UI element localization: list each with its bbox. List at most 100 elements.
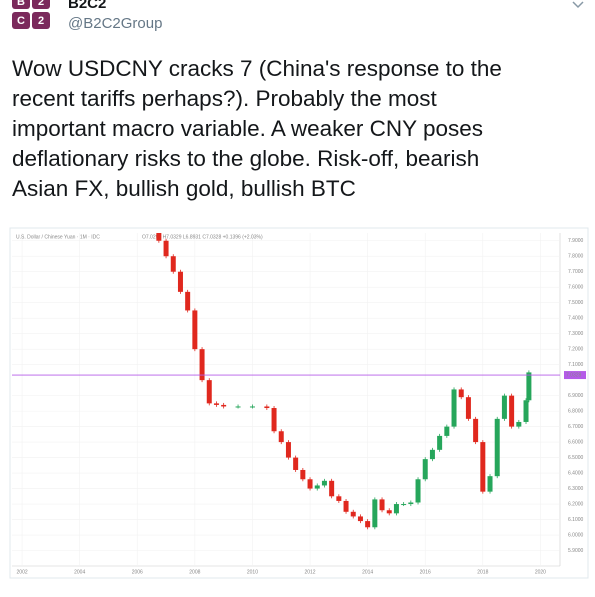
x-tick-label: 2020 — [535, 569, 546, 575]
x-tick-label: 2012 — [304, 569, 315, 575]
candle-body — [357, 516, 363, 522]
tweet-line: important macro variable. A weaker CNY p… — [12, 116, 483, 141]
menu-chevron[interactable] — [572, 1, 584, 9]
y-tick-label: 7.9000 — [568, 238, 584, 244]
y-tick-label: 7.6000 — [568, 285, 584, 291]
candle-body — [393, 504, 399, 514]
tweet-line: Wow USDCNY cracks 7 (China's response to… — [12, 56, 502, 81]
y-tick-label: 6.3000 — [568, 486, 584, 492]
tweet-text: Wow USDCNY cracks 7 (China's response to… — [12, 56, 502, 201]
candle-body — [314, 485, 320, 489]
y-tick-label: 6.4000 — [568, 470, 584, 476]
avatar-tile — [12, 12, 30, 29]
candle-body — [516, 421, 522, 427]
candle-body — [206, 380, 212, 404]
chart-title: U.S. Dollar / Chinese Yuan · 1M · IDC — [16, 234, 100, 240]
candle-body — [523, 400, 529, 422]
candle-body — [501, 395, 507, 419]
candle-body — [480, 442, 486, 492]
candle-body — [473, 418, 479, 443]
handle[interactable]: @B2C2Group — [68, 15, 162, 32]
avatar-tile — [12, 0, 30, 9]
avatar-letter: 2 — [38, 15, 44, 27]
candle-body — [526, 372, 532, 401]
y-tick-label: 7.4000 — [568, 316, 584, 322]
candle-body — [451, 389, 457, 427]
tweet-line: Asian FX, bullish gold, bullish BTC — [12, 176, 356, 201]
x-tick-label: 2006 — [132, 569, 143, 575]
candle-body — [401, 504, 407, 506]
x-tick-label: 2008 — [189, 569, 200, 575]
candle-body — [329, 480, 335, 497]
y-tick-label: 6.7000 — [568, 424, 584, 430]
y-tick-label: 7.8000 — [568, 254, 584, 260]
x-tick-label: 2004 — [74, 569, 85, 575]
tweet-line: recent tariffs perhaps?). Probably the m… — [12, 86, 438, 111]
candle-body — [192, 310, 198, 350]
avatar-tile — [32, 12, 50, 29]
avatar[interactable]: B 2 C 2 — [12, 0, 50, 29]
candle-body — [278, 431, 284, 443]
y-tick-label: 7.3000 — [568, 331, 584, 337]
candle-body — [307, 479, 313, 489]
x-tick-label: 2002 — [17, 569, 28, 575]
y-tick-label: 6.9000 — [568, 393, 584, 399]
y-tick-label: 6.8000 — [568, 408, 584, 414]
candle-body — [437, 435, 443, 450]
candle-body — [429, 449, 435, 460]
candle-body — [285, 442, 291, 458]
candle-body — [343, 500, 349, 512]
candle-body — [465, 397, 471, 419]
x-tick-label: 2018 — [477, 569, 488, 575]
candle-body — [372, 499, 378, 528]
candle-body — [177, 271, 183, 292]
y-tick-label: 7.1000 — [568, 362, 584, 368]
candle-body — [185, 291, 191, 311]
y-tick-label: 5.9000 — [568, 548, 584, 554]
candle-body — [221, 404, 227, 407]
candle-body — [386, 510, 392, 514]
last-price-tag — [564, 371, 586, 380]
y-tick-label: 6.2000 — [568, 501, 584, 507]
chart-ohlc: O7.0292 H7.0329 L6.8931 C7.0328 +0.1396 … — [142, 234, 263, 240]
candle-body — [509, 395, 515, 427]
candle-body — [170, 256, 176, 272]
candle-body — [264, 406, 270, 409]
avatar-letter: B — [17, 0, 25, 8]
avatar-tile — [32, 0, 50, 9]
last-price-label: 7.0328 — [566, 372, 582, 378]
x-tick-label: 2010 — [247, 569, 258, 575]
plot-area — [156, 233, 532, 530]
candle-body — [235, 406, 241, 408]
chart-image-frame[interactable] — [9, 227, 589, 579]
candle-body — [494, 418, 500, 477]
y-tick-label: 7.7000 — [568, 269, 584, 275]
candle-body — [249, 406, 255, 408]
y-tick-label: 6.1000 — [568, 517, 584, 523]
candle-body — [379, 499, 385, 511]
tweet-line: deflationary risks to the globe. Risk-of… — [12, 146, 479, 171]
y-tick-label: 6.6000 — [568, 439, 584, 445]
x-tick-label: 2016 — [420, 569, 431, 575]
candle-body — [350, 511, 356, 517]
candle-body — [163, 240, 169, 257]
y-tick-label: 6.0000 — [568, 532, 584, 538]
y-tick-label: 7.2000 — [568, 346, 584, 352]
candle-body — [300, 469, 306, 480]
candle-body — [422, 459, 428, 480]
candle-body — [408, 502, 414, 505]
avatar-letter: 2 — [38, 0, 44, 8]
y-tick-label: 7.5000 — [568, 300, 584, 306]
candle-body — [213, 403, 219, 405]
y-tick-label: 6.5000 — [568, 455, 584, 461]
candle-body — [321, 480, 327, 486]
candle-body — [365, 521, 371, 528]
x-tick-label: 2014 — [362, 569, 373, 575]
display-name[interactable]: B2C2 — [68, 0, 106, 12]
avatar-letter: C — [17, 15, 25, 27]
candle-body — [271, 408, 277, 432]
chart: 5.9000 6.0000 6.1000 6.2000 6.3000 6.4000 6.50… — [12, 233, 586, 575]
candle-body — [156, 233, 162, 241]
